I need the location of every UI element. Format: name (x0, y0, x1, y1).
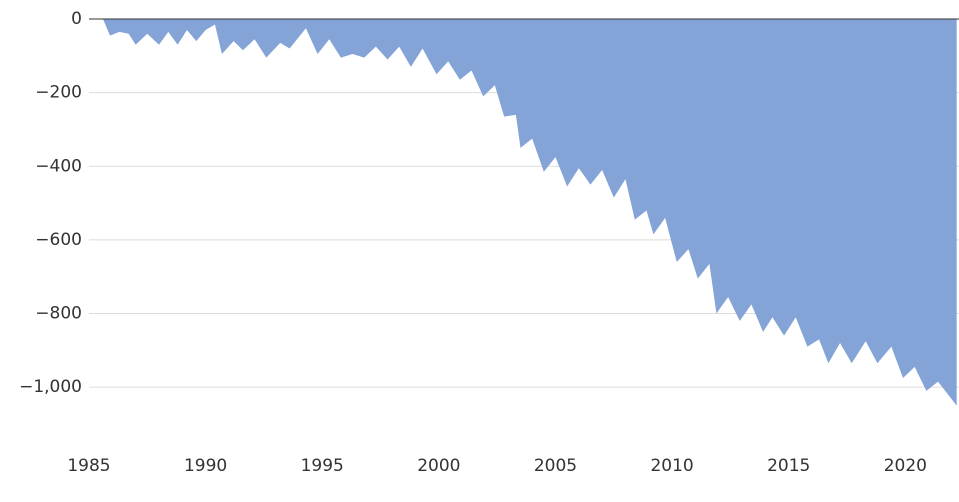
x-tick-label: 1985 (67, 456, 110, 476)
y-tick-label: −400 (35, 156, 82, 176)
x-tick-label: 2000 (417, 456, 460, 476)
y-tick-label: −800 (35, 304, 82, 324)
area (102, 19, 957, 406)
x-tick-label: 1995 (301, 456, 344, 476)
x-tick-label: 2020 (884, 456, 927, 476)
y-tick-label: −600 (35, 230, 82, 250)
x-tick-label: 1990 (184, 456, 227, 476)
x-tick-label: 2015 (767, 456, 810, 476)
y-tick-label: −200 (35, 83, 82, 103)
y-tick-label: 0 (71, 9, 82, 29)
x-tick-label: 2005 (534, 456, 577, 476)
y-tick-label: −1,000 (19, 377, 82, 397)
x-tick-label: 2010 (650, 456, 693, 476)
